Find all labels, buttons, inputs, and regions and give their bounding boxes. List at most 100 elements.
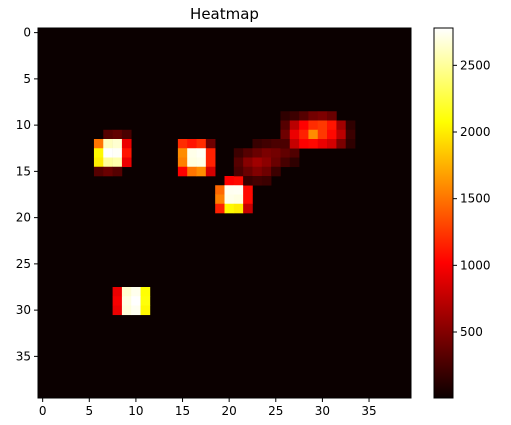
heatmap-cell — [308, 129, 319, 140]
heatmap-cell — [121, 296, 132, 306]
heatmap-cell — [205, 166, 216, 177]
x-axis-ticks: 0 5 10 15 20 25 30 35 — [39, 398, 377, 418]
heatmap-cell — [280, 111, 291, 121]
heatmap-cell — [196, 166, 207, 177]
heatmap-cell — [317, 111, 328, 121]
heatmap-cell — [243, 176, 253, 186]
heatmap-cell — [289, 148, 300, 158]
heatmap-cell — [196, 148, 207, 158]
heatmap-cell — [205, 157, 216, 168]
heatmap-cell — [280, 129, 291, 140]
heatmap-cell — [131, 296, 141, 306]
heatmap-cell — [93, 157, 104, 168]
heatmap-cell — [112, 139, 123, 149]
colorbar-tick-label: 500 — [460, 325, 483, 339]
heatmap-cell — [121, 157, 132, 168]
x-tick-label: 10 — [128, 404, 143, 418]
colorbar-tick-label: 1500 — [460, 192, 491, 206]
heatmap-cell — [252, 176, 263, 186]
heatmap-cell — [345, 129, 356, 140]
heatmap-cell — [336, 129, 347, 140]
heatmap-cell — [233, 148, 244, 158]
heatmap-cell — [299, 120, 309, 131]
heatmap-cell — [308, 139, 319, 149]
heatmap-cell — [317, 139, 328, 149]
heatmap-cell — [93, 166, 104, 177]
colorbar-tick-label: 2000 — [460, 125, 491, 139]
heatmap-cell — [121, 129, 132, 140]
heatmap-cell — [112, 287, 123, 297]
heatmap-cell — [205, 139, 216, 149]
heatmap-cell — [112, 157, 123, 168]
y-tick-label: 15 — [16, 164, 31, 178]
heatmap-cell — [233, 194, 244, 205]
colorbar — [433, 27, 454, 399]
heatmap-cell — [103, 157, 113, 168]
heatmap-cell — [103, 139, 113, 149]
heatmap-cell — [140, 305, 151, 316]
heatmap-cell — [233, 185, 244, 195]
heatmap-cell — [289, 111, 300, 121]
heatmap-cell — [280, 120, 291, 131]
heatmap-cell — [233, 157, 244, 168]
y-tick-label: 0 — [23, 26, 31, 40]
heatmap-cell — [131, 287, 141, 297]
heatmap-cell — [103, 166, 113, 177]
heatmap-cell — [112, 129, 123, 140]
heatmap-cell — [336, 139, 347, 149]
heatmap-cell — [327, 139, 337, 149]
heatmap-cell — [271, 148, 281, 158]
heatmap-cell — [299, 111, 309, 121]
heatmap-cell — [327, 120, 337, 131]
heatmap-cell — [187, 148, 197, 158]
heatmap-cell — [93, 148, 104, 158]
heatmap-cell — [261, 166, 272, 177]
heatmap-cell — [271, 166, 281, 177]
heatmap-cell — [289, 139, 300, 149]
heatmap-cell — [140, 296, 151, 306]
heatmap-cell — [243, 157, 253, 168]
heatmap-cell — [289, 120, 300, 131]
heatmap-cell — [103, 148, 113, 158]
x-tick-label: 30 — [315, 404, 330, 418]
y-tick-label: 35 — [16, 349, 31, 363]
plot-frame — [37, 27, 412, 399]
heatmap-cell — [243, 166, 253, 177]
heatmap-cell — [289, 129, 300, 140]
colorbar-ticks: 500 1000 1500 2000 2500 — [453, 58, 491, 339]
y-tick-label: 30 — [16, 303, 31, 317]
heatmap-cell — [243, 203, 253, 214]
heatmap-cell — [121, 287, 132, 297]
x-tick-label: 35 — [361, 404, 376, 418]
heatmap-cell — [177, 157, 188, 168]
heatmap-cell — [317, 120, 328, 131]
colorbar-tick-label: 2500 — [460, 58, 491, 72]
heatmap-cell — [187, 157, 197, 168]
heatmap-cell — [308, 120, 319, 131]
heatmap-cell — [177, 139, 188, 149]
heatmap-cell — [131, 305, 141, 316]
heatmap-cell — [261, 157, 272, 168]
heatmap-cell — [233, 166, 244, 177]
heatmap-cell — [121, 305, 132, 316]
y-tick-label: 25 — [16, 257, 31, 271]
heatmap-cell — [215, 203, 225, 214]
heatmap-cell — [187, 139, 197, 149]
heatmap-cell — [345, 120, 356, 131]
heatmap-cell — [299, 129, 309, 140]
heatmap-cell — [177, 166, 188, 177]
heatmap-cell — [103, 129, 113, 140]
heatmap-cell — [252, 157, 263, 168]
heatmap-cell — [196, 157, 207, 168]
heatmap-cell — [252, 166, 263, 177]
heatmap-cell — [327, 111, 337, 121]
heatmap-cell — [224, 176, 235, 186]
x-tick-label: 20 — [222, 404, 237, 418]
heatmap-cell — [121, 148, 132, 158]
heatmap-cell — [224, 185, 235, 195]
heatmap-cell — [299, 139, 309, 149]
heatmap-cell — [280, 157, 291, 168]
heatmap-cell — [224, 203, 235, 214]
x-tick-label: 0 — [39, 404, 47, 418]
